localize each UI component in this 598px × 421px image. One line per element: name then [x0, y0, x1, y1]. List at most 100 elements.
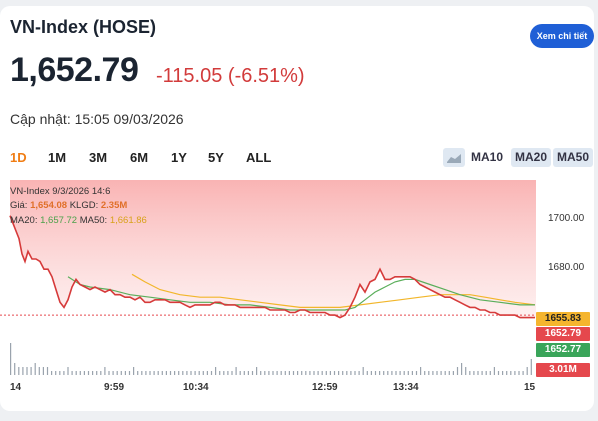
price-chart[interactable] [0, 180, 598, 380]
volume-bar [46, 367, 49, 375]
volume-bar [387, 371, 389, 375]
volume-bar [350, 371, 352, 375]
volume-bar [329, 371, 331, 375]
area-chart-toggle[interactable] [443, 148, 465, 167]
volume-bar [231, 371, 233, 375]
ma20-toggle[interactable]: MA20 [511, 148, 551, 167]
volume-bar [26, 367, 28, 375]
volume-bar [444, 371, 446, 375]
volume-bar [448, 371, 450, 375]
volume-bar [30, 367, 32, 375]
volume-bar [14, 363, 16, 375]
volume-bar [305, 371, 307, 375]
x-tick-start: 14 [10, 382, 22, 393]
volume-bar [346, 371, 348, 375]
volume-bar [63, 371, 65, 375]
volume-bar [391, 371, 393, 375]
volume-bar [489, 371, 491, 375]
volume-bar [268, 371, 270, 375]
volume-bar [104, 367, 106, 375]
volume-bar [510, 371, 512, 375]
volume-bar [379, 371, 381, 375]
crosshair-info-line1: VN-Index 9/3/2026 14:6 [10, 186, 111, 197]
volume-bar [485, 371, 487, 375]
volume-bar [272, 371, 274, 375]
x-tick-1259: 12:59 [312, 382, 338, 393]
volume-bar [518, 371, 520, 375]
index-title: VN-Index (HOSE) [10, 17, 157, 37]
ma10-toggle[interactable]: MA10 [470, 150, 503, 164]
volume-bar [440, 371, 442, 375]
volume-bar [59, 371, 61, 375]
view-detail-button[interactable]: Xem chi tiết [530, 24, 594, 48]
volume-bar [469, 371, 471, 375]
volume-bar [297, 371, 299, 375]
volume-bar [465, 367, 467, 375]
volume-bar [276, 371, 278, 375]
ma50-price-tag: 1655.83 [536, 312, 590, 326]
last-price-tag: 1652.79 [536, 327, 590, 341]
ma50-toggle[interactable]: MA50 [553, 148, 593, 167]
tab-3m[interactable]: 3M [89, 150, 108, 165]
volume-bar [309, 371, 311, 375]
volume-bar [456, 367, 459, 375]
volume-bar [383, 371, 385, 375]
volume-bar [157, 371, 159, 375]
volume-bar [165, 371, 167, 375]
volume-bar [112, 371, 114, 375]
tab-all[interactable]: ALL [246, 150, 272, 165]
tab-1m[interactable]: 1M [48, 150, 67, 165]
ma20-line [67, 276, 535, 311]
volume-bar [366, 371, 368, 375]
crosshair-info-line2: Giá: 1,654.08 KLGD: 2.35M [10, 200, 128, 211]
volume-bar [420, 367, 422, 375]
tab-1d[interactable]: 1D [10, 150, 27, 165]
update-time: Cập nhật: 15:05 09/03/2026 [10, 111, 184, 127]
volume-bar [186, 371, 188, 375]
volume-bar [493, 367, 495, 375]
volume-bar [190, 371, 192, 375]
ma50-line [131, 273, 536, 309]
volume-bar [247, 371, 249, 375]
volume-bar [342, 371, 344, 375]
volume-bar [198, 371, 200, 375]
volume-bar [461, 363, 463, 375]
volume-bar [219, 371, 221, 375]
area-chart-icon [447, 154, 461, 163]
ma20-price-tag: 1652.77 [536, 343, 590, 357]
volume-bar [338, 371, 340, 375]
volume-bar [42, 367, 44, 375]
volume-bar [407, 371, 409, 375]
tab-5y[interactable]: 5Y [208, 150, 224, 165]
volume-bar [354, 371, 356, 375]
volume-bar [284, 371, 286, 375]
volume-bar [169, 371, 172, 375]
x-tick-end: 15 [524, 382, 536, 393]
tab-6m[interactable]: 6M [130, 150, 149, 165]
volume-bar [202, 371, 204, 375]
volume-bar [227, 371, 229, 375]
volume-bar [280, 371, 282, 375]
volume-bar [96, 371, 98, 375]
x-tick-1334: 13:34 [393, 382, 419, 393]
volume-bar [120, 371, 122, 375]
volume-bar [497, 371, 500, 375]
volume-bar [370, 371, 372, 375]
volume-bar [215, 367, 217, 375]
tab-1y[interactable]: 1Y [171, 150, 187, 165]
volume-bar [477, 371, 479, 375]
volume-bar [395, 371, 397, 375]
volume-bar [206, 371, 208, 375]
volume-bar [530, 359, 532, 375]
volume-tag: 3.01M [536, 363, 590, 377]
volume-bar [83, 371, 85, 375]
volume-bar [71, 371, 73, 375]
price-line [9, 215, 535, 319]
volume-bar [514, 371, 516, 375]
volume-bar [235, 367, 237, 375]
volume-bar [161, 371, 163, 375]
volume-bar [137, 371, 139, 375]
volume-bar [256, 367, 258, 375]
volume-bar [251, 371, 254, 375]
volume-bar [243, 371, 245, 375]
